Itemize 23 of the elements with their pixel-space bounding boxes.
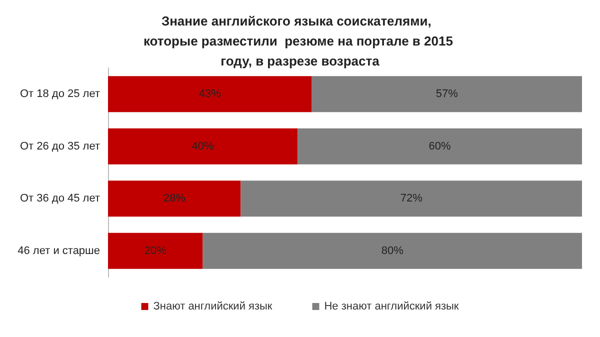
data-label: 60% — [428, 140, 452, 152]
y-tick-label: От 26 до 35 лет — [20, 140, 100, 152]
legend-label: Знают английский язык — [153, 300, 272, 312]
legend-label: Не знают английский язык — [324, 300, 459, 312]
data-label: 72% — [400, 192, 423, 205]
bar — [298, 128, 582, 164]
bar — [108, 76, 312, 112]
bar — [240, 180, 582, 217]
data-label: 20% — [144, 244, 167, 257]
data-label: 43% — [198, 88, 222, 100]
bar — [202, 232, 582, 269]
y-tick-label: От 18 до 25 лет — [20, 88, 100, 100]
bar — [108, 180, 241, 217]
bar — [108, 232, 203, 269]
y-tick-label: От 36 до 45 лет — [20, 192, 100, 205]
bar — [312, 76, 582, 112]
data-label: 40% — [192, 140, 214, 152]
chart-title: Знание английского языка соискателями, которые разместили резюме на портале в 2015 году, в разрезе возраста — [143, 14, 457, 68]
y-tick-label: 46 лет и старше — [18, 244, 100, 257]
data-label: 28% — [163, 192, 186, 205]
data-label: 57% — [436, 88, 458, 100]
data-label: 80% — [381, 244, 404, 257]
bar — [108, 128, 298, 164]
